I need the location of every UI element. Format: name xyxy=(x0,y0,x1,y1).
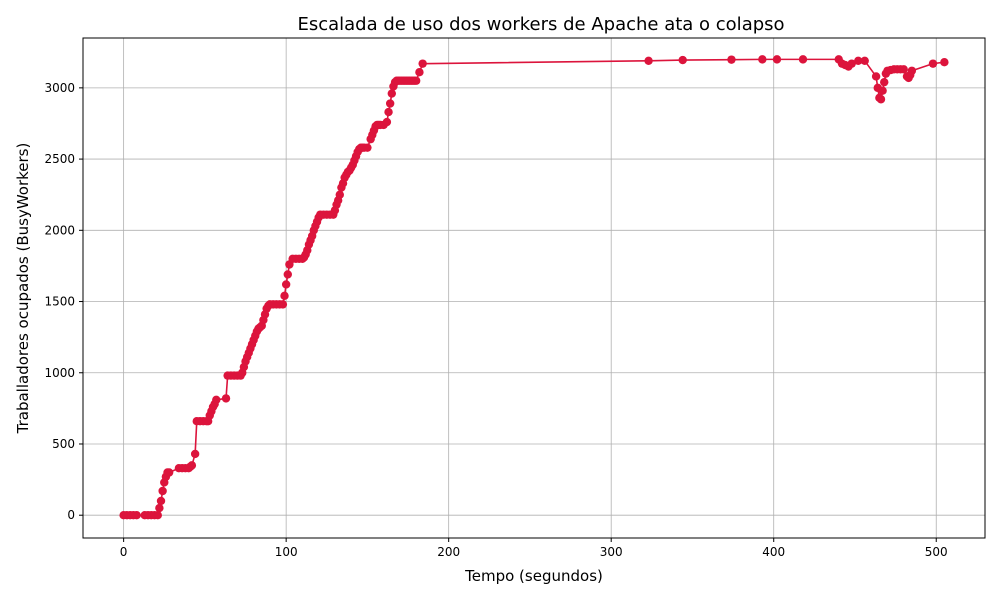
data-point xyxy=(415,67,424,77)
x-tick-label: 500 xyxy=(925,545,948,559)
data-point xyxy=(644,56,653,65)
data-point xyxy=(860,56,869,65)
data-point xyxy=(878,86,887,95)
x-tick-label: 400 xyxy=(762,545,785,559)
data-point xyxy=(411,76,421,85)
plot-frame xyxy=(82,37,986,539)
data-point xyxy=(281,280,291,289)
data-point xyxy=(158,486,167,496)
series-layer xyxy=(119,55,949,520)
data-point xyxy=(418,59,427,68)
data-point xyxy=(187,461,197,470)
data-point xyxy=(190,449,200,459)
data-point xyxy=(384,107,393,117)
data-point xyxy=(164,468,174,477)
data-point xyxy=(280,291,289,301)
y-tick-label: 2000 xyxy=(44,223,75,237)
data-point xyxy=(758,55,767,64)
data-point xyxy=(278,300,288,309)
y-axis: 0 500 1000 1500 2000 2500 3000 xyxy=(44,81,83,522)
grid xyxy=(83,38,985,538)
x-axis: 0 100 200 300 400 500 xyxy=(120,538,948,559)
data-point xyxy=(385,99,395,108)
data-point xyxy=(899,65,908,74)
data-point xyxy=(153,511,162,520)
x-axis-label: Tempo (segundos) xyxy=(464,567,603,585)
y-axis-label: Traballadores ocupados (BusyWorkers) xyxy=(14,143,32,435)
data-point xyxy=(156,496,166,506)
data-point xyxy=(854,56,863,65)
x-tick-label: 200 xyxy=(437,545,460,559)
data-point xyxy=(772,55,782,64)
data-point xyxy=(871,72,881,81)
data-point xyxy=(727,55,736,64)
data-point xyxy=(155,503,164,513)
data-point xyxy=(798,55,808,64)
data-point xyxy=(678,55,687,65)
x-tick-label: 0 xyxy=(120,545,128,559)
data-point xyxy=(283,270,292,279)
y-tick-label: 1000 xyxy=(44,366,75,380)
x-tick-label: 100 xyxy=(275,545,298,559)
data-point xyxy=(382,117,392,127)
y-tick-label: 2500 xyxy=(44,152,75,166)
data-point xyxy=(876,95,886,104)
data-point xyxy=(221,394,231,403)
x-tick-label: 300 xyxy=(600,545,623,559)
y-tick-label: 500 xyxy=(52,437,75,451)
data-point xyxy=(847,59,856,68)
data-point xyxy=(335,190,344,199)
chart-title: Escalada de uso dos workers de Apache at… xyxy=(297,14,784,35)
data-point xyxy=(940,58,949,67)
y-tick-label: 1500 xyxy=(44,295,75,309)
data-point xyxy=(907,66,917,75)
data-point xyxy=(212,395,221,405)
y-tick-label: 0 xyxy=(67,508,75,522)
data-point xyxy=(928,59,938,68)
data-point xyxy=(880,77,889,87)
data-point xyxy=(132,511,141,520)
data-point xyxy=(363,143,372,152)
y-tick-label: 3000 xyxy=(44,81,75,95)
data-point xyxy=(387,89,396,98)
